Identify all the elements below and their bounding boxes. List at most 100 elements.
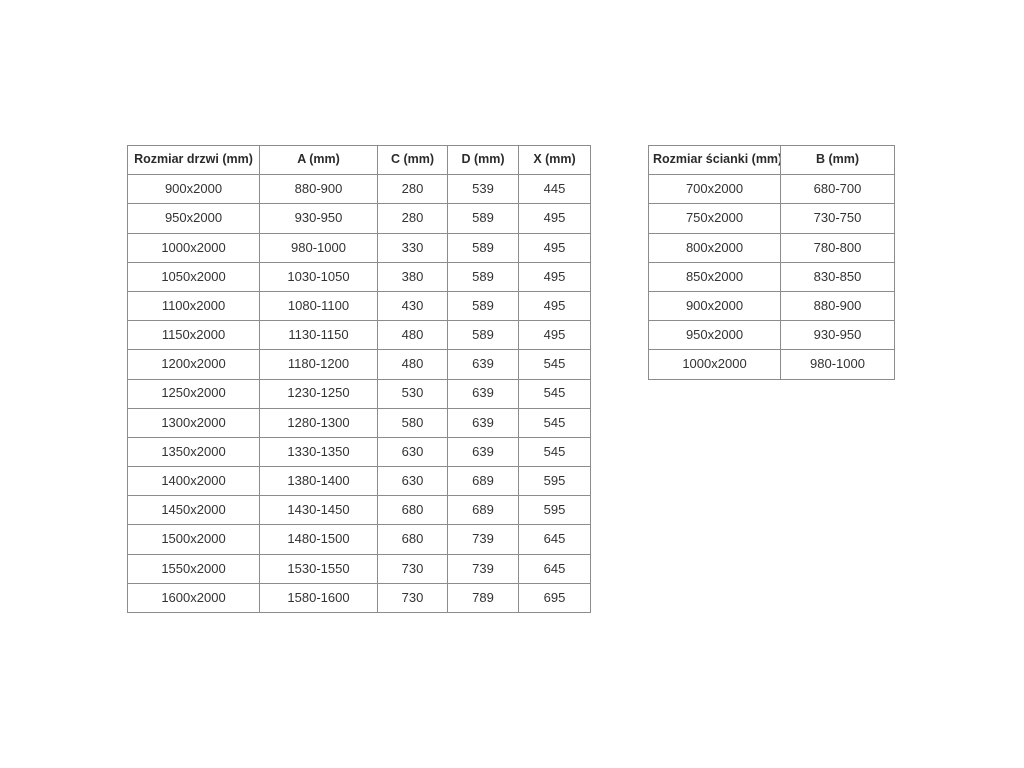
table-cell: 1350x2000 [127, 436, 260, 468]
table-cell: 495 [518, 203, 591, 234]
table-row: 1000x2000 980-1000 [648, 349, 895, 380]
table-cell: 495 [518, 290, 591, 322]
column-header: A (mm) [259, 144, 378, 176]
column-header: C (mm) [377, 144, 448, 176]
table-row: 1550x2000 1530-1550 730 739 645 [127, 553, 591, 584]
table-cell: 1530-1550 [259, 553, 378, 584]
table-row: 1050x2000 1030-1050 380 589 495 [127, 261, 591, 292]
table-row: 1500x2000 1480-1500 680 739 645 [127, 524, 591, 555]
table-cell: 639 [447, 349, 519, 380]
table-cell: 689 [447, 495, 519, 526]
table-cell: 1230-1250 [259, 378, 378, 409]
table-row: 1250x2000 1230-1250 530 639 545 [127, 378, 591, 409]
table-cell: 530 [377, 378, 448, 409]
table-row: 1000x2000 980-1000 330 589 495 [127, 232, 591, 263]
table-row: 950x2000 930-950 [648, 320, 895, 351]
table-row: 1200x2000 1180-1200 480 639 545 [127, 349, 591, 380]
door-size-table-header: Rozmiar drzwi (mm) A (mm) C (mm) D (mm) X (m… [127, 144, 591, 176]
table-cell: 589 [447, 203, 519, 234]
table-cell: 1480-1500 [259, 524, 378, 555]
table-cell: 445 [518, 174, 591, 205]
table-cell: 1450x2000 [127, 495, 260, 526]
table-cell: 630 [377, 466, 448, 497]
table-cell: 380 [377, 261, 448, 292]
table-cell: 730 [377, 553, 448, 584]
table-cell: 1000x2000 [127, 232, 260, 263]
table-cell: 589 [447, 320, 519, 351]
table-cell: 980-1000 [259, 232, 378, 263]
table-row: 750x2000 730-750 [648, 203, 895, 234]
table-cell: 739 [447, 553, 519, 584]
table-row: 1300x2000 1280-1300 580 639 545 [127, 407, 591, 438]
table-cell: 1200x2000 [127, 349, 260, 380]
table-row: 1600x2000 1580-1600 730 789 695 [127, 582, 591, 614]
column-header: B (mm) [780, 144, 895, 176]
column-header: Rozmiar drzwi (mm) [127, 144, 260, 176]
table-cell: 595 [518, 495, 591, 526]
table-cell: 1150x2000 [127, 320, 260, 351]
table-cell: 1500x2000 [127, 524, 260, 555]
wall-size-table-header: Rozmiar ścianki (mm) B (mm) [648, 144, 895, 176]
table-cell: 900x2000 [127, 174, 260, 205]
table-cell: 580 [377, 407, 448, 438]
table-cell: 495 [518, 320, 591, 351]
table-cell: 589 [447, 290, 519, 322]
table-cell: 539 [447, 174, 519, 205]
table-cell: 589 [447, 261, 519, 292]
table-cell: 930-950 [259, 203, 378, 234]
table-cell: 1000x2000 [648, 349, 781, 380]
table-cell: 1600x2000 [127, 582, 260, 614]
table-row: 1350x2000 1330-1350 630 639 545 [127, 436, 591, 468]
table-cell: 1050x2000 [127, 261, 260, 292]
table-row: 700x2000 680-700 [648, 174, 895, 205]
table-cell: 545 [518, 349, 591, 380]
table-cell: 1250x2000 [127, 378, 260, 409]
table-cell: 780-800 [780, 232, 895, 263]
table-cell: 280 [377, 174, 448, 205]
wall-size-table-body: 700x2000 680-700 750x2000 730-750 800x2000 78… [648, 174, 895, 380]
column-header: Rozmiar ścianki (mm) [648, 144, 781, 176]
table-cell: 1430-1450 [259, 495, 378, 526]
table-cell: 1130-1150 [259, 320, 378, 351]
table-cell: 545 [518, 407, 591, 438]
table-cell: 595 [518, 466, 591, 497]
table-cell: 930-950 [780, 320, 895, 351]
column-header: X (mm) [518, 144, 591, 176]
table-cell: 480 [377, 349, 448, 380]
table-cell: 1180-1200 [259, 349, 378, 380]
table-cell: 545 [518, 378, 591, 409]
table-cell: 495 [518, 232, 591, 263]
table-cell: 430 [377, 290, 448, 322]
table-cell: 680 [377, 495, 448, 526]
table-row: 1450x2000 1430-1450 680 689 595 [127, 495, 591, 526]
header-row: Rozmiar ścianki (mm) B (mm) [648, 144, 895, 176]
door-size-table-body: 900x2000 880-900 280 539 445 950x2000 930-950 2… [127, 174, 591, 614]
table-cell: 900x2000 [648, 290, 781, 322]
table-cell: 950x2000 [648, 320, 781, 351]
table-cell: 730 [377, 582, 448, 614]
table-row: 800x2000 780-800 [648, 232, 895, 263]
table-cell: 1280-1300 [259, 407, 378, 438]
table-cell: 639 [447, 407, 519, 438]
table-row: 950x2000 930-950 280 589 495 [127, 203, 591, 234]
table-cell: 1300x2000 [127, 407, 260, 438]
table-cell: 950x2000 [127, 203, 260, 234]
table-row: 850x2000 830-850 [648, 261, 895, 292]
table-row: 1400x2000 1380-1400 630 689 595 [127, 466, 591, 497]
table-cell: 1400x2000 [127, 466, 260, 497]
table-cell: 1080-1100 [259, 290, 378, 322]
header-row: Rozmiar drzwi (mm) A (mm) C (mm) D (mm) X (m… [127, 144, 591, 176]
table-cell: 695 [518, 582, 591, 614]
table-cell: 680 [377, 524, 448, 555]
table-cell: 1030-1050 [259, 261, 378, 292]
table-cell: 850x2000 [648, 261, 781, 292]
table-cell: 1580-1600 [259, 582, 378, 614]
table-cell: 680-700 [780, 174, 895, 205]
table-cell: 495 [518, 261, 591, 292]
table-cell: 800x2000 [648, 232, 781, 263]
table-cell: 480 [377, 320, 448, 351]
table-cell: 700x2000 [648, 174, 781, 205]
table-cell: 1100x2000 [127, 290, 260, 322]
table-row: 900x2000 880-900 280 539 445 [127, 174, 591, 205]
